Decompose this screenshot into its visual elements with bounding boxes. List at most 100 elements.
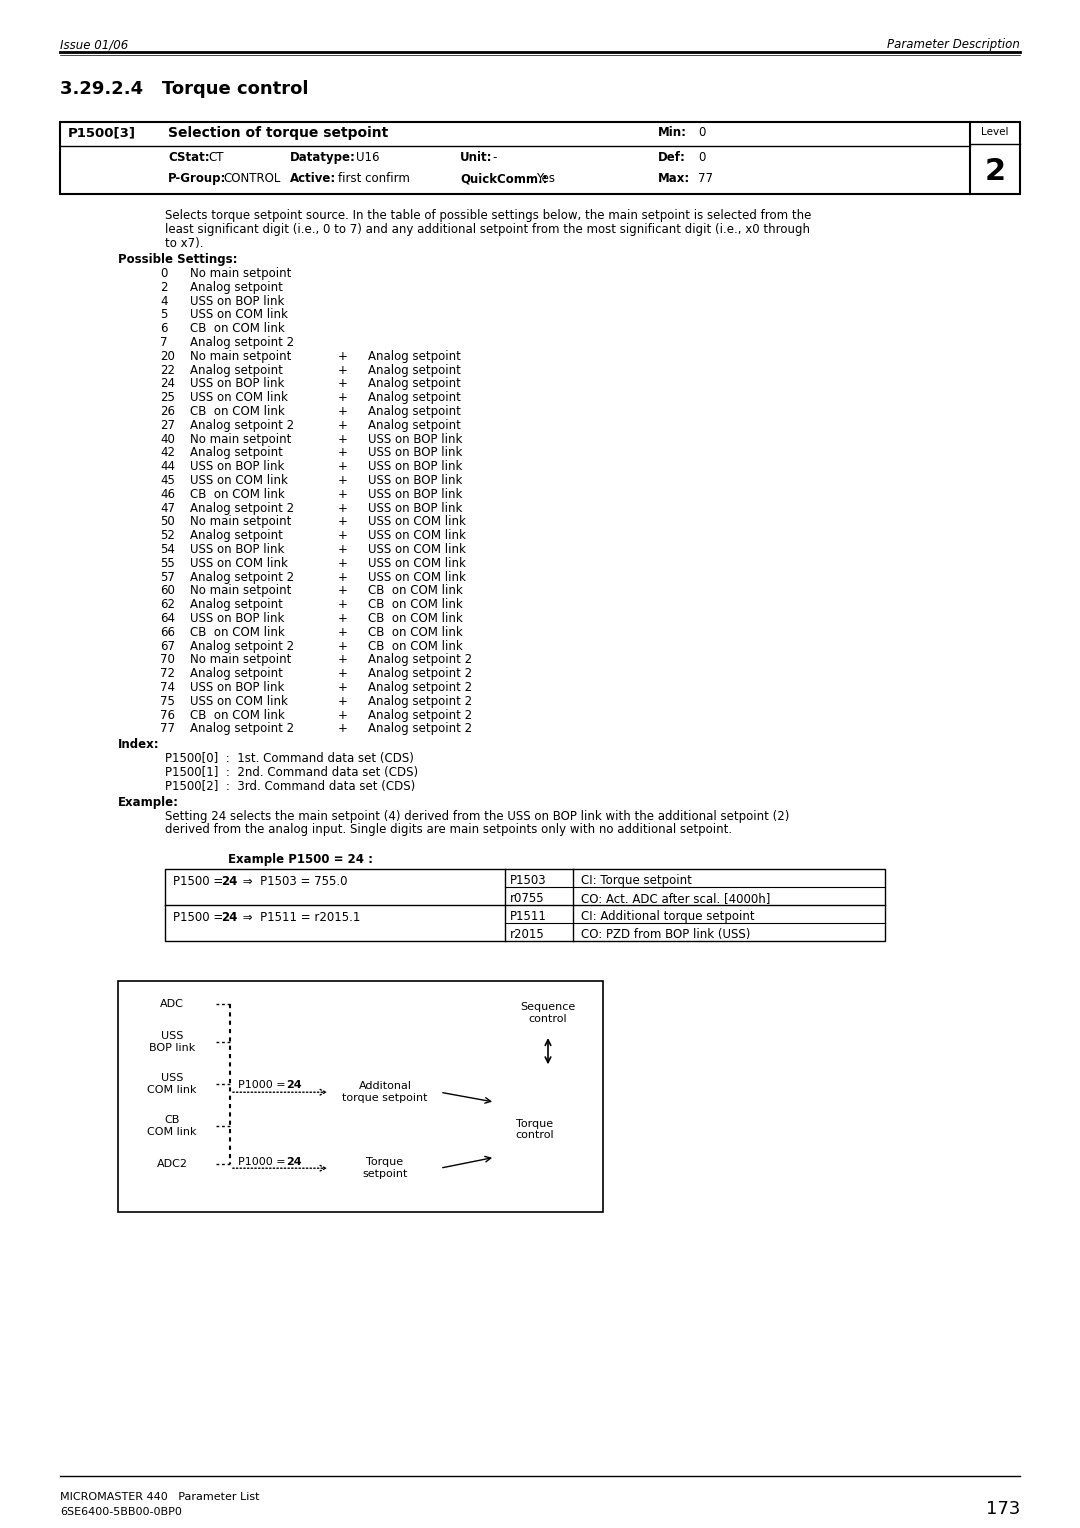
Text: P1500 =: P1500 = [173,874,227,888]
Text: 57: 57 [160,570,175,584]
Text: Analog setpoint: Analog setpoint [190,281,283,293]
Text: +: + [338,626,348,639]
Text: +: + [338,391,348,405]
Text: r0755: r0755 [510,892,544,905]
Text: 76: 76 [160,709,175,721]
Text: CB  on COM link: CB on COM link [190,405,285,419]
Text: USS
BOP link: USS BOP link [149,1031,195,1053]
Bar [129,992,216,1018]
Text: +: + [338,419,348,432]
Text: CO: PZD from BOP link (USS): CO: PZD from BOP link (USS) [581,927,751,941]
Text: No main setpoint: No main setpoint [190,267,292,280]
Text: CONTROL: CONTROL [222,173,281,185]
Text: derived from the analog input. Single digits are main setpoints only with no add: derived from the analog input. Single di… [165,824,732,836]
Text: MICROMASTER 440   Parameter List: MICROMASTER 440 Parameter List [60,1491,259,1502]
Text: 62: 62 [160,597,175,611]
Text: Example:: Example: [118,796,179,808]
Text: P1500[0]  :  1st. Command data set (CDS): P1500[0] : 1st. Command data set (CDS) [165,752,414,766]
Text: CI: Additional torque setpoint: CI: Additional torque setpoint [581,911,755,923]
Text: USS on BOP link: USS on BOP link [368,432,462,446]
Text: CB  on COM link: CB on COM link [190,626,285,639]
Text: Analog setpoint: Analog setpoint [190,668,283,680]
Text: Selection of torque setpoint: Selection of torque setpoint [168,125,388,141]
Text: +: + [338,542,348,556]
Text: CB  on COM link: CB on COM link [368,640,462,652]
Text: USS on COM link: USS on COM link [368,542,465,556]
Text: +: + [338,570,348,584]
Text: 0: 0 [698,125,705,139]
Text: +: + [338,584,348,597]
Text: USS on COM link: USS on COM link [368,515,465,529]
Text: Analog setpoint 2: Analog setpoint 2 [368,681,472,694]
Text: Analog setpoint 2: Analog setpoint 2 [190,501,294,515]
Text: USS on COM link: USS on COM link [190,474,288,487]
Text: USS on BOP link: USS on BOP link [190,613,284,625]
Text: +: + [338,695,348,707]
Text: Analog setpoint: Analog setpoint [368,419,461,432]
Text: +: + [338,681,348,694]
Text: USS on COM link: USS on COM link [190,309,288,321]
Text: Analog setpoint 2: Analog setpoint 2 [368,709,472,721]
Text: Analog setpoint: Analog setpoint [190,597,283,611]
Text: Analog setpoint 2: Analog setpoint 2 [368,695,472,707]
Text: +: + [338,529,348,542]
Text: 66: 66 [160,626,175,639]
Text: +: + [338,723,348,735]
Text: Active:: Active: [291,173,336,185]
Text: 173: 173 [986,1500,1020,1517]
Text: No main setpoint: No main setpoint [190,584,292,597]
Text: +: + [338,364,348,376]
Text: Analog setpoint: Analog setpoint [190,446,283,460]
Text: 4: 4 [160,295,167,307]
Bar [129,1067,216,1102]
Text: +: + [338,432,348,446]
Bar [118,981,603,1212]
Text: No main setpoint: No main setpoint [190,350,292,362]
Text: Analog setpoint: Analog setpoint [368,405,461,419]
Text: CB  on COM link: CB on COM link [368,597,462,611]
Text: USS on BOP link: USS on BOP link [190,460,284,474]
Text: Yes: Yes [536,173,555,185]
Text: Analog setpoint: Analog setpoint [368,350,461,362]
Text: P1500[3]: P1500[3] [68,125,136,139]
Text: 75: 75 [160,695,175,707]
Text: ⇒  P1511 = r2015.1: ⇒ P1511 = r2015.1 [239,911,361,924]
Text: P1500 =: P1500 = [173,911,227,924]
Text: 27: 27 [160,419,175,432]
Text: +: + [338,515,348,529]
Text: Max:: Max: [658,173,690,185]
Text: Analog setpoint 2: Analog setpoint 2 [368,723,472,735]
Text: USS on COM link: USS on COM link [368,570,465,584]
Bar [330,1149,440,1187]
Bar [129,1151,216,1177]
Text: 54: 54 [160,542,175,556]
Text: No main setpoint: No main setpoint [190,432,292,446]
Bar [507,992,589,1034]
Text: USS on BOP link: USS on BOP link [368,460,462,474]
Text: USS on COM link: USS on COM link [368,556,465,570]
Text: Additonal
torque setpoint: Additonal torque setpoint [342,1082,428,1103]
Text: +: + [338,350,348,362]
Text: +: + [338,668,348,680]
Text: 3.29.2.4   Torque control: 3.29.2.4 Torque control [60,79,309,98]
Text: USS on BOP link: USS on BOP link [190,295,284,307]
Text: Issue 01/06: Issue 01/06 [60,38,129,50]
Text: P1000 =: P1000 = [238,1157,289,1167]
Text: USS
COM link: USS COM link [147,1073,197,1096]
Text: 24: 24 [160,377,175,390]
Text: 2: 2 [985,157,1005,186]
Text: 70: 70 [160,654,175,666]
Text: Setting 24 selects the main setpoint (4) derived from the USS on BOP link with t: Setting 24 selects the main setpoint (4)… [165,810,789,822]
Text: ADC2: ADC2 [157,1160,188,1169]
Text: +: + [338,405,348,419]
Text: Analog setpoint 2: Analog setpoint 2 [368,654,472,666]
Text: 50: 50 [160,515,175,529]
Text: ADC: ADC [160,999,184,1008]
Text: Analog setpoint 2: Analog setpoint 2 [190,570,294,584]
Text: 64: 64 [160,613,175,625]
Text: No main setpoint: No main setpoint [190,654,292,666]
Text: 67: 67 [160,640,175,652]
Text: 0: 0 [698,151,705,163]
Bar [165,869,885,941]
Text: USS on COM link: USS on COM link [190,556,288,570]
